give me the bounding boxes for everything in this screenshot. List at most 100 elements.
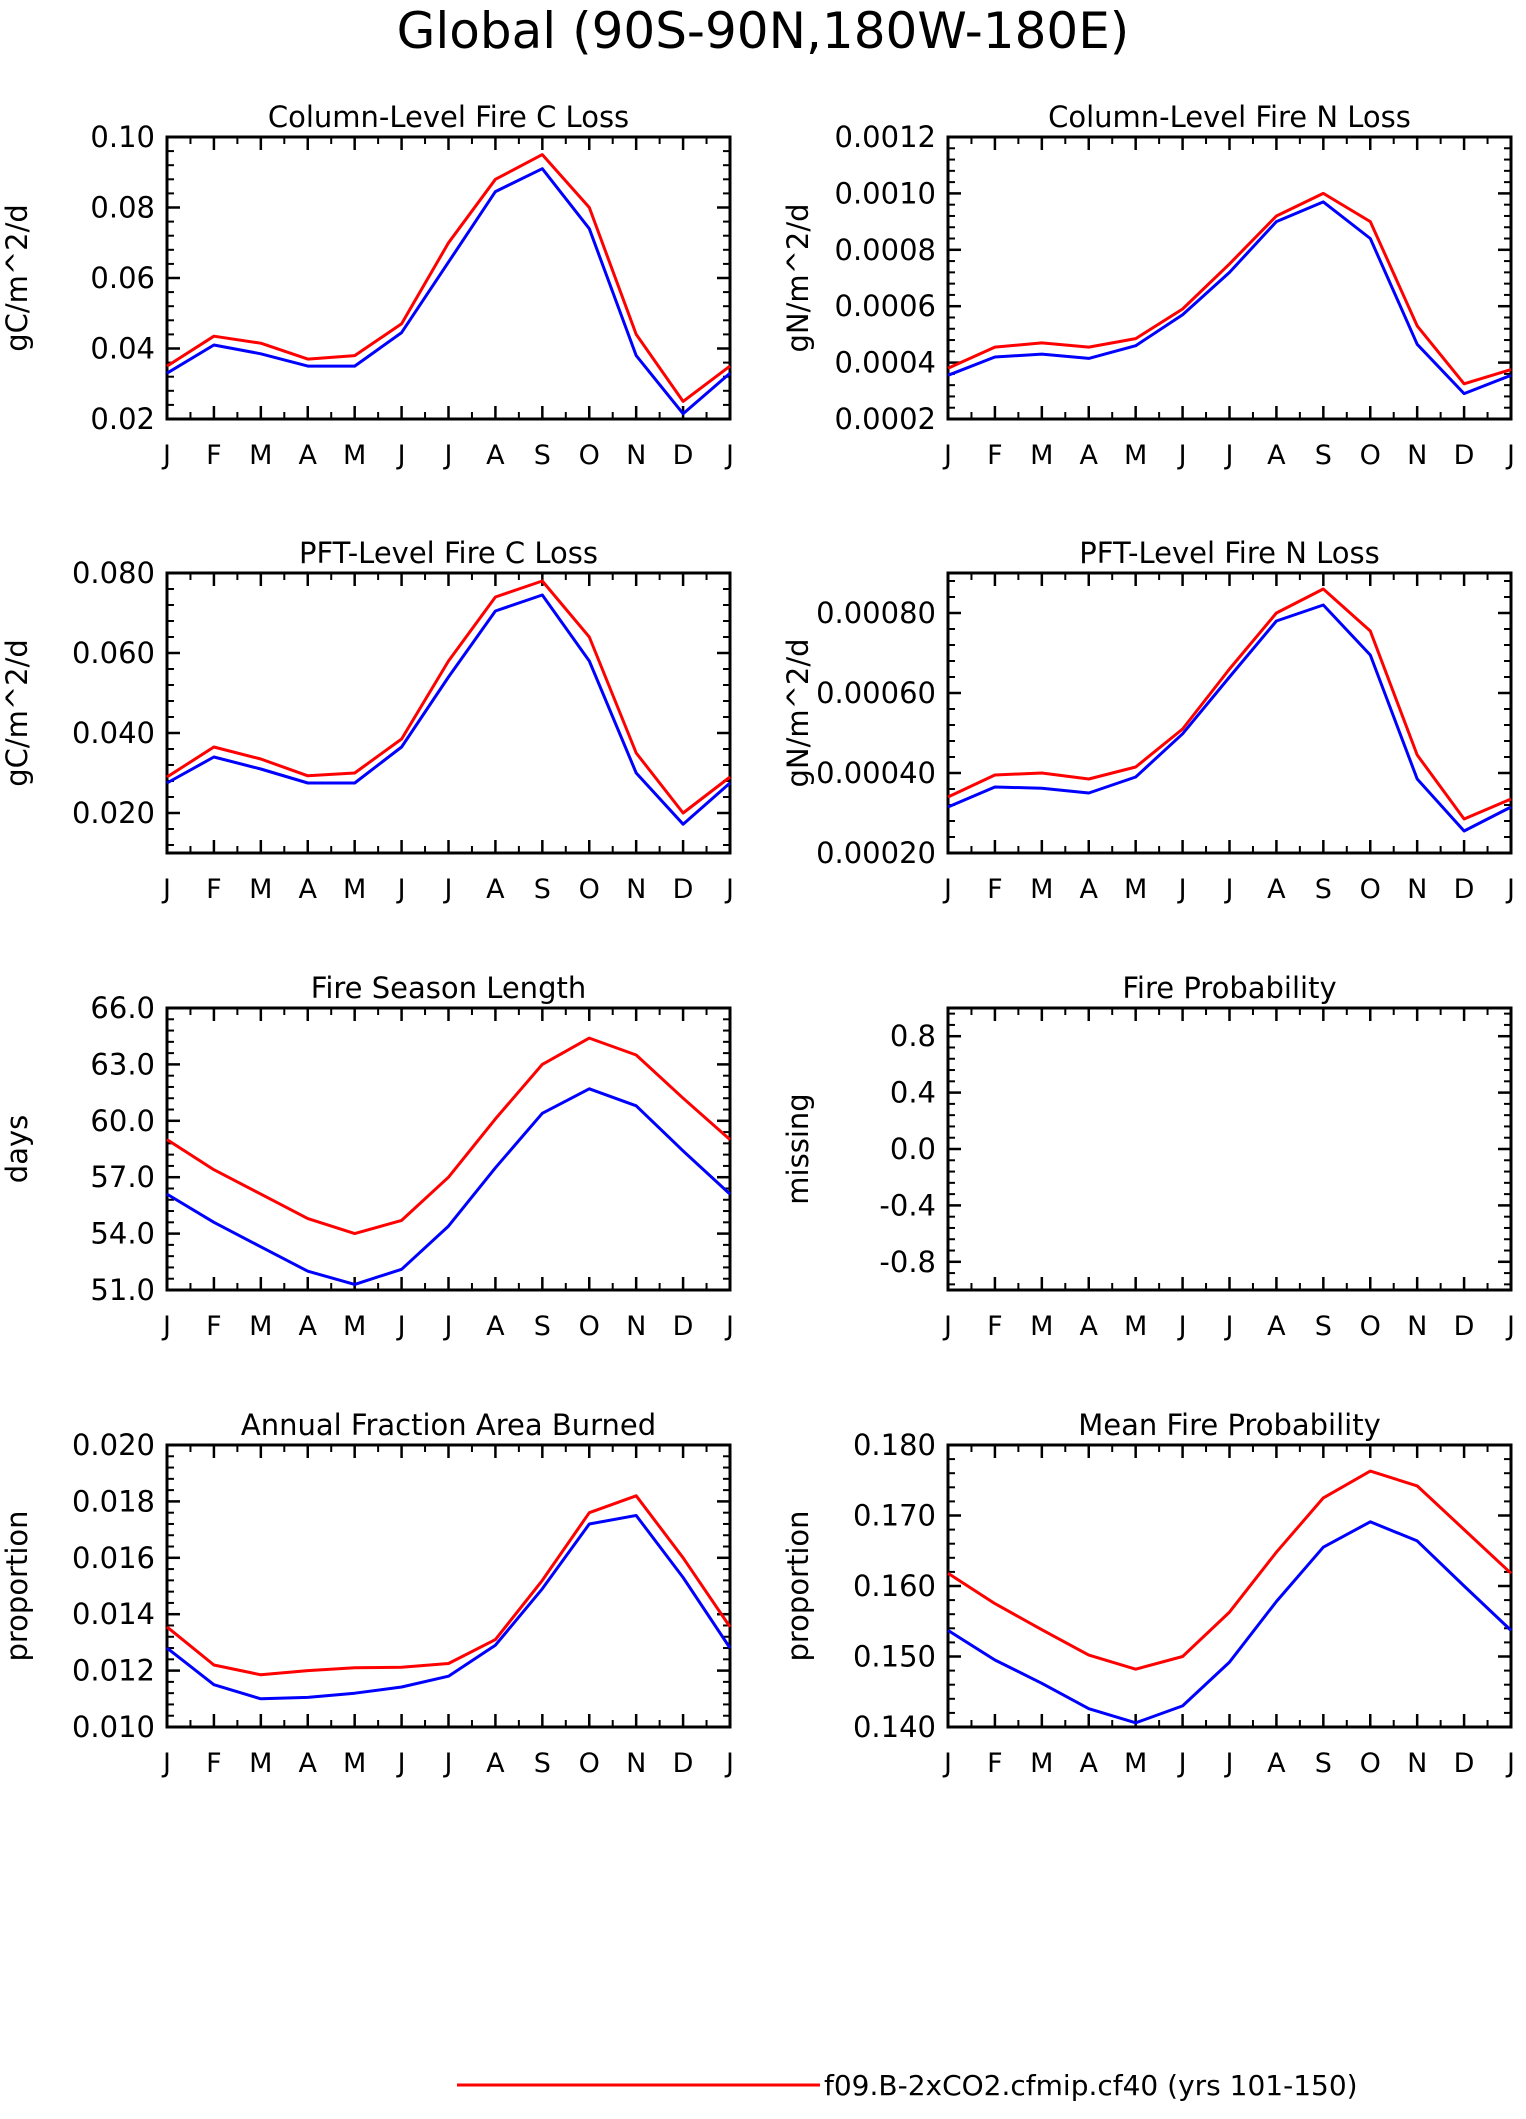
x-tick-label: A: [486, 440, 505, 471]
y-tick-label: 0.0006: [835, 289, 936, 323]
y-tick-label: 0.00060: [816, 676, 936, 710]
series-line: [166, 153, 731, 403]
y-axis-label: gC/m^2/d: [0, 639, 34, 787]
x-tick-label: J: [1224, 440, 1234, 471]
x-tick-label: M: [343, 1311, 366, 1342]
y-axis-label: gN/m^2/d: [781, 638, 815, 787]
y-tick-label: 0.06: [90, 261, 155, 295]
y-tick-label: 0.00040: [816, 756, 936, 790]
x-tick-label: J: [1177, 1748, 1187, 1779]
panel-title: Column-Level Fire C Loss: [268, 100, 629, 134]
x-tick-label: S: [1315, 1311, 1332, 1342]
series-line: [947, 1469, 1513, 1671]
x-tick-label: M: [249, 1311, 272, 1342]
x-tick-label: M: [249, 1748, 272, 1779]
x-tick-label: J: [1177, 874, 1187, 905]
x-tick-label: J: [161, 1311, 171, 1342]
series-line: [166, 1087, 732, 1286]
y-tick-label: 0.180: [853, 1428, 936, 1462]
y-tick-label: 0.02: [90, 402, 155, 436]
figure-title: Global (90S-90N,180W-180E): [397, 2, 1130, 60]
y-tick-label: 0.04: [90, 332, 155, 366]
x-tick-label: A: [1080, 1748, 1099, 1779]
x-tick-label: J: [396, 1748, 406, 1779]
x-tick-label: M: [343, 1748, 366, 1779]
panel-title: Annual Fraction Area Burned: [241, 1408, 656, 1442]
panels: J F M A M J J A S O N D J0.020.040.060.080.10Column-…: [0, 100, 1515, 1779]
y-tick-label: 57.0: [90, 1160, 155, 1194]
x-tick-label: S: [534, 1311, 551, 1342]
x-tick-label: M: [249, 440, 272, 471]
x-tick-label: F: [206, 440, 222, 471]
x-tick-label: J: [1224, 1748, 1234, 1779]
x-tick-label: D: [673, 440, 694, 471]
y-tick-label: 0.080: [72, 556, 155, 590]
y-tick-label: 0.0004: [835, 346, 936, 380]
x-tick-label: A: [1080, 1311, 1099, 1342]
x-tick-label: J: [1505, 440, 1515, 471]
panel-title: Fire Season Length: [311, 971, 586, 1005]
x-tick-label: J: [1505, 1748, 1515, 1779]
x-tick-label: J: [396, 440, 406, 471]
x-tick-label: N: [626, 1748, 646, 1779]
series-line: [947, 191, 1512, 386]
chart-panel: J F M A M J J A S O N D J0.0200.0400.0600.080PFT-Lev…: [0, 536, 734, 905]
plot-frame: [946, 1443, 1513, 1729]
x-tick-label: F: [987, 874, 1003, 905]
y-tick-label: 0.0: [890, 1132, 936, 1166]
panel-title: Fire Probability: [1122, 971, 1336, 1005]
y-tick-label: 0.170: [853, 1499, 936, 1533]
x-tick-label: A: [486, 1311, 505, 1342]
x-tick-label: J: [161, 1748, 171, 1779]
x-tick-label: A: [486, 874, 505, 905]
plot-frame: [946, 571, 1513, 855]
x-tick-label: M: [249, 874, 272, 905]
panel-title: PFT-Level Fire N Loss: [1079, 536, 1379, 570]
x-tick-label: A: [1267, 440, 1286, 471]
y-tick-label: 0.0008: [835, 233, 936, 267]
y-tick-label: 0.040: [72, 716, 155, 750]
x-tick-label: O: [579, 440, 600, 471]
x-tick-label: M: [1030, 874, 1053, 905]
y-axis-label: proportion: [0, 1510, 34, 1661]
x-tick-label: F: [987, 440, 1003, 471]
chart-panel: J F M A M J J A S O N D J0.00020.00040.00060.00080.0…: [781, 100, 1515, 471]
x-tick-label: M: [1124, 874, 1147, 905]
x-tick-label: O: [1360, 440, 1381, 471]
chart-panel: J F M A M J J A S O N D J51.054.057.060.063.066.0Fir…: [0, 971, 734, 1342]
x-tick-label: S: [1315, 440, 1332, 471]
y-tick-label: 66.0: [90, 991, 155, 1025]
x-tick-label: M: [343, 874, 366, 905]
x-tick-label: M: [1030, 440, 1053, 471]
x-tick-label: O: [579, 874, 600, 905]
x-tick-label: M: [1124, 1748, 1147, 1779]
x-tick-label: A: [1267, 1311, 1286, 1342]
x-tick-label: J: [724, 440, 734, 471]
x-tick-label: D: [1454, 1311, 1475, 1342]
y-tick-label: 0.060: [72, 636, 155, 670]
x-tick-label: S: [534, 1748, 551, 1779]
x-tick-label: D: [1454, 440, 1475, 471]
x-tick-label: A: [299, 440, 318, 471]
y-tick-label: 0.00020: [816, 836, 936, 870]
x-tick-label: D: [673, 874, 694, 905]
x-tick-label: J: [942, 874, 952, 905]
x-tick-label: F: [206, 1311, 222, 1342]
x-tick-label: J: [443, 440, 453, 471]
y-tick-label: 0.08: [90, 191, 155, 225]
y-tick-label: 63.0: [90, 1047, 155, 1081]
plot-frame: [165, 571, 732, 855]
plot-frame: [165, 1006, 732, 1292]
y-tick-label: 0.020: [72, 1428, 155, 1462]
y-axis-label: proportion: [781, 1510, 815, 1661]
y-axis-label: missing: [781, 1093, 815, 1204]
x-tick-label: J: [161, 874, 171, 905]
x-tick-label: J: [396, 874, 406, 905]
y-tick-label: 51.0: [90, 1273, 155, 1307]
x-tick-label: A: [299, 1311, 318, 1342]
x-tick-label: M: [1124, 1311, 1147, 1342]
y-tick-label: 0.0002: [835, 402, 936, 436]
x-tick-label: O: [579, 1748, 600, 1779]
